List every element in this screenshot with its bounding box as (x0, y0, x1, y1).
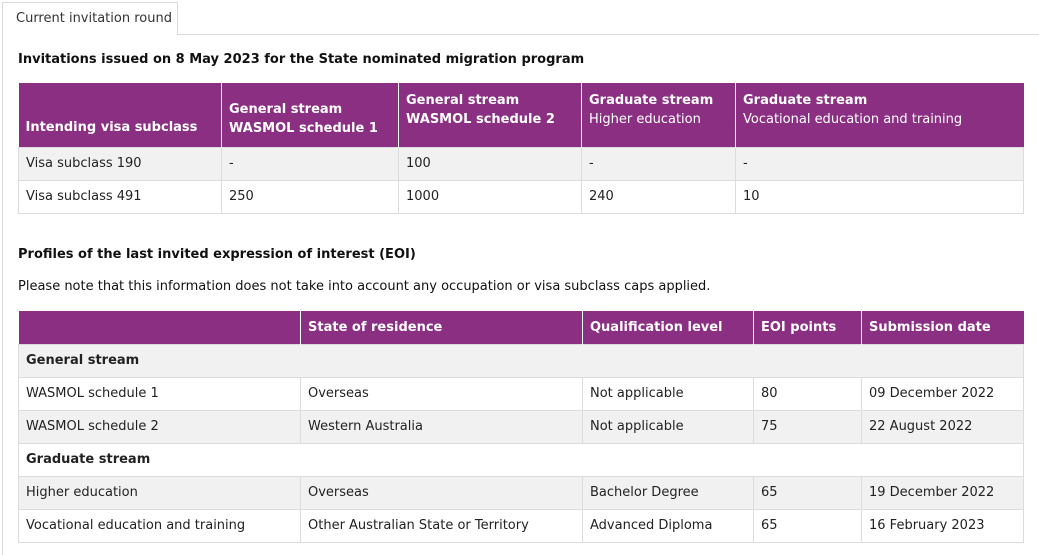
header-graduate-higher-education: Graduate stream Higher education (581, 83, 736, 147)
cell: Higher education (18, 475, 301, 510)
cell: WASMOL schedule 1 (18, 376, 301, 411)
header-qualification-level: Qualification level (582, 311, 754, 344)
header-graduate-vocational: Graduate stream Vocational education and … (735, 83, 1024, 147)
group-label: General stream (18, 343, 1024, 378)
eoi-note: Please note that this information does n… (18, 279, 711, 294)
tab-divider (178, 34, 1039, 35)
cell: Overseas (300, 475, 583, 510)
table-row: Higher education Overseas Bachelor Degre… (18, 475, 1024, 510)
table-row: WASMOL schedule 1 Overseas Not applicabl… (18, 376, 1024, 411)
header-visa-subclass: Intending visa subclass (18, 83, 222, 147)
cell: 250 (221, 179, 399, 214)
cell: 22 August 2022 (861, 409, 1024, 444)
cell: WASMOL schedule 2 (18, 409, 301, 444)
cell: 65 (753, 508, 862, 543)
header-stream (18, 311, 301, 344)
header-sub: Vocational education and training (743, 112, 963, 127)
group-row-graduate: Graduate stream (18, 442, 1024, 477)
header-sub: Higher education (589, 112, 701, 127)
cell: 10 (735, 179, 1024, 214)
cell: Not applicable (582, 409, 754, 444)
cell: Advanced Diploma (582, 508, 754, 543)
cell: 65 (753, 475, 862, 510)
cell: 19 December 2022 (861, 475, 1024, 510)
eoi-table: State of residence Qualification level E… (18, 311, 1024, 543)
cell: - (581, 146, 736, 181)
header-submission-date: Submission date (861, 311, 1024, 344)
cell: Not applicable (582, 376, 754, 411)
group-label: Graduate stream (18, 442, 1024, 477)
cell: 100 (398, 146, 582, 181)
group-row-general: General stream (18, 343, 1024, 378)
header-main: General stream (229, 101, 343, 117)
cell: 09 December 2022 (861, 376, 1024, 411)
cell: Vocational education and training (18, 508, 301, 543)
header-sub: WASMOL schedule 1 (229, 120, 378, 136)
eoi-header-row: State of residence Qualification level E… (18, 311, 1024, 344)
invitations-title: Invitations issued on 8 May 2023 for the… (18, 52, 585, 67)
cell: 240 (581, 179, 736, 214)
tab-bar: Current invitation round (0, 0, 1039, 36)
cell: Visa subclass 190 (18, 146, 222, 181)
invitations-table: Intending visa subclass General stream WA… (18, 83, 1024, 214)
cell: Western Australia (300, 409, 583, 444)
cell: Other Australian State or Territory (300, 508, 583, 543)
cell: Overseas (300, 376, 583, 411)
header-eoi-points: EOI points (753, 311, 862, 344)
cell: 16 February 2023 (861, 508, 1024, 543)
header-main: Graduate stream (589, 93, 714, 108)
cell: 80 (753, 376, 862, 411)
cell: 1000 (398, 179, 582, 214)
table-row: Visa subclass 491 250 1000 240 10 (18, 179, 1024, 214)
header-sub: WASMOL schedule 2 (406, 112, 555, 127)
header-main: Intending visa subclass (25, 119, 198, 135)
tab-current-invitation-round[interactable]: Current invitation round (2, 2, 178, 35)
cell: - (221, 146, 399, 181)
header-main: Graduate stream (743, 93, 868, 108)
invitations-header-row: Intending visa subclass General stream WA… (18, 83, 1024, 147)
tab-panel (2, 35, 1039, 555)
cell: 75 (753, 409, 862, 444)
table-row: Visa subclass 190 - 100 - - (18, 146, 1024, 181)
cell: Bachelor Degree (582, 475, 754, 510)
header-general-schedule-2: General stream WASMOL schedule 2 (398, 83, 582, 147)
table-row: WASMOL schedule 2 Western Australia Not … (18, 409, 1024, 444)
table-row: Vocational education and training Other … (18, 508, 1024, 543)
header-main: General stream (406, 93, 520, 108)
eoi-profiles-title: Profiles of the last invited expression … (18, 247, 416, 262)
header-state-of-residence: State of residence (300, 311, 583, 344)
cell: - (735, 146, 1024, 181)
header-general-schedule-1: General stream WASMOL schedule 1 (221, 83, 399, 147)
cell: Visa subclass 491 (18, 179, 222, 214)
